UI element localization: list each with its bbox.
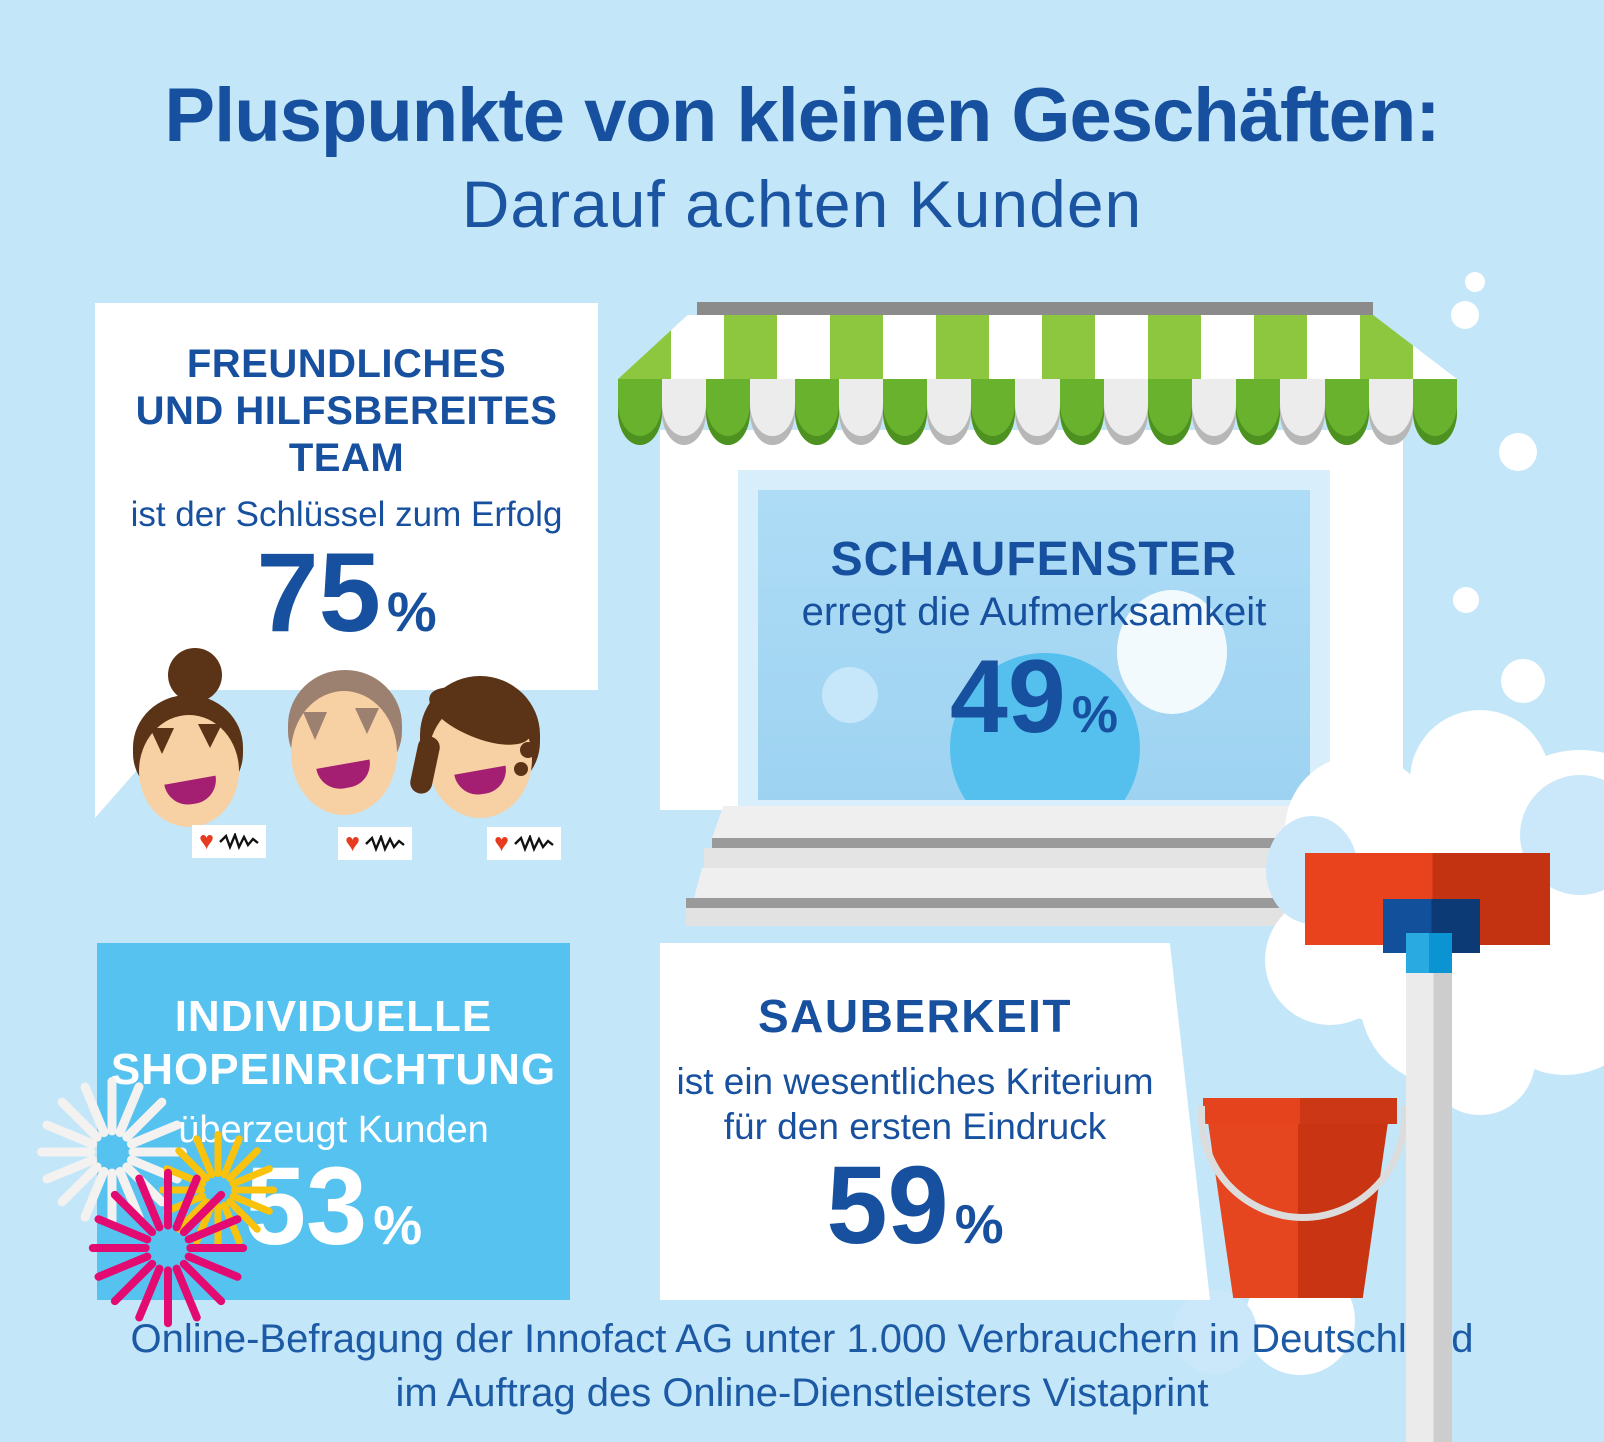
window-reflection-small — [822, 667, 878, 723]
face-man-fringe — [355, 708, 379, 734]
window-accent-circle — [950, 653, 1140, 800]
scallop — [971, 379, 1016, 445]
name-badge: ♥ — [487, 827, 561, 860]
sauberkeit-subtext-line2: für den ersten Eindruck — [723, 1106, 1107, 1148]
mop-handle — [1406, 973, 1452, 1442]
shop-signboard-bar — [697, 302, 1373, 316]
scallop — [750, 379, 795, 445]
team-value: 75% — [95, 537, 598, 649]
team-heading-line1: FREUNDLICHES — [186, 342, 507, 386]
shopeinrichtung-heading: INDIVIDUELLE SHOPEINRICHTUNG — [97, 991, 570, 1097]
page-title-line2: Darauf achten Kunden — [461, 166, 1143, 241]
heart-icon: ♥ — [345, 829, 360, 857]
step-riser-1 — [704, 848, 1346, 868]
face-woman-side-curl — [520, 742, 536, 758]
team-heading-line3: TEAM — [288, 435, 405, 480]
scallop — [882, 379, 928, 445]
sauberkeit-value: 59% — [660, 1151, 1170, 1261]
face-woman-bun-fringe — [150, 728, 174, 754]
shop-awning-stripes — [618, 315, 1457, 379]
face-woman-bun-bun — [168, 648, 222, 702]
soap-bubble — [1499, 433, 1537, 471]
percent-sign: % — [1071, 686, 1118, 744]
stat-card-sauberkeit: SAUBERKEIT ist ein wesentliches Kriteriu… — [660, 943, 1210, 1300]
scallop — [794, 379, 839, 445]
soap-bubble — [1451, 301, 1479, 329]
heart-icon: ♥ — [494, 829, 509, 857]
signature-scribble-icon — [365, 834, 405, 852]
percent-sign: % — [373, 1193, 423, 1256]
face-man-skin — [291, 691, 397, 815]
team-subtext: ist der Schlüssel zum Erfolg — [130, 495, 563, 535]
shopeinrichtung-subtext: überzeugt Kunden — [178, 1108, 489, 1151]
sauberkeit-subtext: ist ein wesentliches Kriterium für den e… — [660, 1059, 1170, 1149]
face-woman-bun-fringe — [198, 724, 222, 748]
face-woman-side-curl — [514, 762, 528, 776]
scallop — [1412, 379, 1457, 445]
starburst-pink-icon — [88, 1168, 248, 1328]
heart-icon: ♥ — [199, 827, 214, 855]
scallop — [1368, 379, 1413, 445]
signature-scribble-icon — [514, 834, 554, 852]
soap-bubble — [1465, 272, 1485, 292]
scallop — [706, 379, 751, 445]
step-stripe-1 — [712, 838, 1336, 848]
scallop — [1236, 379, 1281, 445]
scallop — [1147, 379, 1193, 445]
step-surface-2 — [694, 868, 1356, 898]
percent-sign: % — [954, 1193, 1004, 1256]
shop-window: SCHAUFENSTER erregt die Aufmerksamkeit 4… — [758, 490, 1310, 800]
scallop — [618, 379, 663, 445]
name-badge: ♥ — [192, 825, 266, 858]
mop-connector — [1406, 933, 1452, 975]
shopeinrichtung-heading-line2: SHOPEINRICHTUNG — [110, 1044, 557, 1094]
shopeinrichtung-heading-line1: INDIVIDUELLE — [174, 992, 493, 1041]
window-reflection-large — [1117, 590, 1227, 714]
footer-source: Online-Befragung der Innofact AG unter 1… — [0, 1312, 1604, 1420]
percent-sign: % — [386, 580, 437, 644]
page-title: Pluspunkte von kleinen Geschäften: Darau… — [0, 74, 1604, 242]
scallop — [662, 379, 707, 445]
schaufenster-value-number: 49 — [950, 639, 1066, 755]
signature-scribble-icon — [219, 832, 259, 850]
team-value-number: 75 — [256, 530, 381, 656]
page-title-line1: Pluspunkte von kleinen Geschäften: — [164, 73, 1440, 158]
step-stripe-2 — [686, 898, 1354, 908]
sauberkeit-heading: SAUBERKEIT — [757, 990, 1073, 1042]
team-heading-line2: UND HILFSBEREITES — [135, 388, 558, 433]
schaufenster-heading: SCHAUFENSTER — [830, 533, 1238, 586]
face-man-fringe — [303, 712, 327, 740]
scallop — [927, 379, 972, 445]
schaufenster-value: 49% — [758, 638, 1310, 757]
step-surface-1 — [712, 806, 1340, 838]
footer-source-line1: Online-Befragung der Innofact AG unter 1… — [130, 1317, 1474, 1361]
scallop — [1059, 379, 1104, 445]
footer-source-line2: im Auftrag des Online-Dienstleisters Vis… — [395, 1371, 1209, 1415]
scallop — [1015, 379, 1060, 445]
suds-cloud-accent — [1173, 1290, 1257, 1374]
scallop — [1280, 379, 1325, 445]
sauberkeit-content: SAUBERKEIT ist ein wesentliches Kriteriu… — [660, 989, 1170, 1261]
sauberkeit-value-number: 59 — [826, 1144, 949, 1268]
schaufenster-subtext: erregt die Aufmerksamkeit — [801, 590, 1267, 634]
awning-scallops — [618, 379, 1457, 445]
scallop — [1324, 379, 1369, 445]
name-badge: ♥ — [338, 827, 412, 860]
team-heading: FREUNDLICHES UND HILFSBEREITES TEAM — [95, 341, 598, 481]
scallop — [1192, 379, 1237, 445]
scallop — [1103, 379, 1148, 445]
step-base — [686, 908, 1358, 926]
scallop — [838, 379, 883, 445]
sauberkeit-subtext-line1: ist ein wesentliches Kriterium — [676, 1061, 1154, 1102]
soap-bubble — [1501, 659, 1545, 703]
soap-bubble — [1453, 587, 1479, 613]
